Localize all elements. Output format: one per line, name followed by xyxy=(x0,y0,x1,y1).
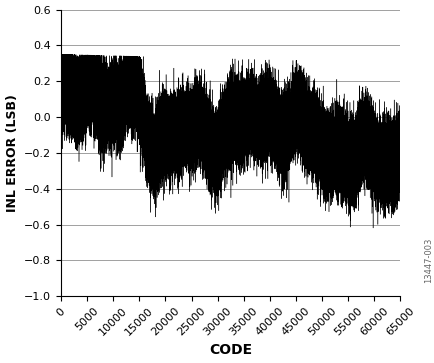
Text: 13447-003: 13447-003 xyxy=(423,238,432,283)
X-axis label: CODE: CODE xyxy=(209,343,252,358)
Y-axis label: INL ERROR (LSB): INL ERROR (LSB) xyxy=(6,94,19,212)
